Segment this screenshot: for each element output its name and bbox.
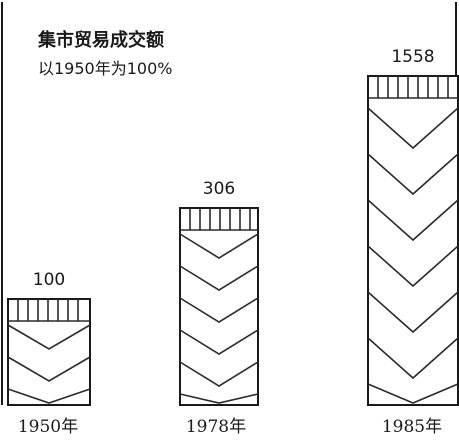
bar-rect [179, 207, 259, 406]
category-label: 1985年 [382, 417, 442, 437]
bar-chevron [367, 199, 459, 242]
value-label: 306 [203, 179, 235, 199]
category-label: 1950年 [18, 417, 78, 437]
bar-chevron [367, 153, 459, 196]
bar-chevron [367, 383, 459, 404]
bar-chevron [367, 337, 459, 380]
bar-chevron [179, 233, 259, 259]
labels-layer: 100 1950年 306 1978年 1558 1985年 [18, 47, 442, 437]
bars-layer [7, 75, 459, 406]
bar-chevron [179, 393, 259, 404]
category-label: 1978年 [186, 417, 246, 437]
bar-1978年 [179, 207, 259, 406]
value-label: 1558 [391, 47, 434, 67]
bar-chevron [179, 297, 259, 323]
bar-1985年 [367, 75, 459, 406]
chart-subtitle: 以1950年为100% [38, 59, 172, 78]
bar-chevron [367, 107, 459, 150]
bar-chevron [7, 324, 91, 350]
bar-1950年 [7, 298, 91, 406]
bar-chevron [179, 361, 259, 387]
bar-chevron [7, 388, 91, 404]
bar-chevron [7, 356, 91, 382]
chart-title: 集市贸易成交额 [37, 29, 164, 51]
bar-chevron [367, 291, 459, 334]
bar-rect [7, 298, 91, 406]
bar-chevron [367, 245, 459, 288]
bar-chevron [179, 265, 259, 291]
bar-chevron [179, 329, 259, 355]
value-label: 100 [33, 270, 65, 290]
